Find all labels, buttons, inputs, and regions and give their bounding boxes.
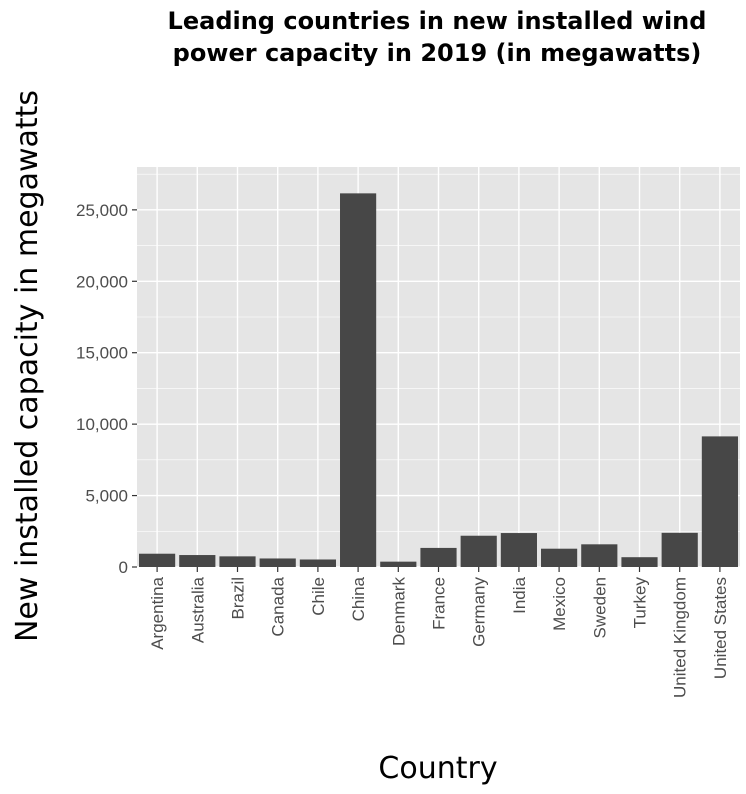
chart-title-line-2: power capacity in 2019 (in megawatts) — [173, 39, 702, 67]
x-axis-ticks: Argentina Australia Brazil Canada Chile China… — [148, 567, 730, 698]
chart-title-line-1: Leading countries in new installed wind — [168, 7, 707, 35]
bar — [259, 558, 296, 567]
x-tick-label: Sweden — [590, 577, 609, 638]
bar — [460, 535, 497, 567]
y-tick-label: 25,000 — [76, 201, 128, 220]
bar — [299, 559, 336, 567]
x-tick-label: United States — [711, 577, 730, 679]
bar — [500, 533, 537, 567]
y-tick-label: 0 — [119, 558, 128, 577]
x-tick-label: Turkey — [631, 577, 650, 629]
y-tick-label: 10,000 — [76, 415, 128, 434]
y-tick-label: 5,000 — [85, 487, 128, 506]
x-tick-label: Australia — [188, 576, 207, 643]
bar — [661, 532, 698, 567]
bar — [179, 555, 216, 567]
x-tick-label: Chile — [309, 577, 328, 616]
x-tick-label: France — [430, 577, 449, 630]
x-tick-label: Argentina — [148, 576, 167, 649]
y-axis-label: New installed capacity in megawatts — [10, 90, 45, 642]
y-tick-label: 15,000 — [76, 344, 128, 363]
bar — [219, 556, 256, 567]
x-tick-label: Germany — [470, 577, 489, 647]
x-tick-label: India — [510, 576, 529, 613]
bars — [139, 193, 738, 567]
x-tick-label: United Kingdom — [671, 577, 690, 698]
bar — [581, 544, 618, 567]
bar — [701, 436, 738, 567]
x-tick-label: Denmark — [389, 577, 408, 646]
x-tick-label: Mexico — [550, 577, 569, 631]
x-tick-label: Brazil — [229, 577, 248, 620]
y-tick-label: 20,000 — [76, 272, 128, 291]
bar — [420, 547, 457, 567]
bar — [541, 548, 578, 567]
x-tick-label: China — [349, 576, 368, 621]
x-axis-label: Country — [378, 751, 497, 786]
bar — [380, 561, 417, 567]
bar — [621, 557, 658, 567]
bar — [340, 193, 377, 567]
grid-lines — [137, 167, 740, 568]
y-axis-ticks: 0 5,000 10,000 15,000 20,000 25,000 — [76, 201, 137, 577]
x-tick-label: Canada — [269, 576, 288, 636]
bar — [139, 553, 176, 567]
